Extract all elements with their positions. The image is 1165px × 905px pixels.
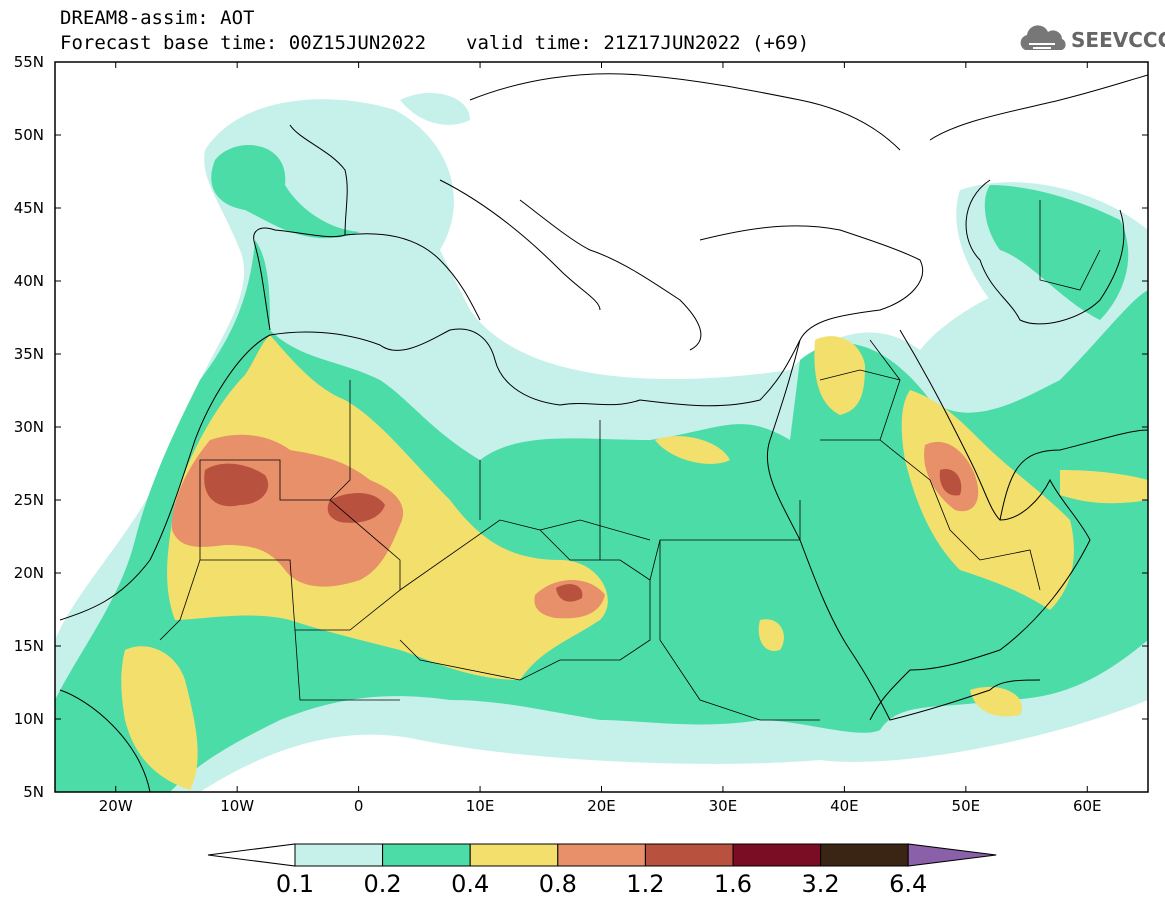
colorbar-label: 3.2 <box>801 870 840 898</box>
lat-label: 50N <box>13 126 44 144</box>
lon-label: 10W <box>220 797 255 815</box>
colorbar-label: 0.8 <box>538 870 577 898</box>
lat-label: 15N <box>13 637 44 655</box>
lon-label: 10E <box>465 797 495 815</box>
colorbar-label: 0.1 <box>275 870 315 898</box>
lon-label: 60E <box>1072 797 1102 815</box>
colorbar-label: 6.4 <box>889 870 928 898</box>
lat-label: 35N <box>13 345 44 363</box>
colorbar-min-arrow <box>207 843 296 867</box>
lon-label: 0 <box>353 797 364 815</box>
map-title: DREAM8-assim: AOT <box>60 7 255 29</box>
lat-label: 45N <box>13 199 44 217</box>
lon-label: 20W <box>98 797 133 815</box>
country-borders <box>159 200 1101 721</box>
lat-label: 10N <box>13 710 44 728</box>
lon-label: 30E <box>708 797 738 815</box>
time-info: Forecast base time: 00Z15JUN2022 valid ti… <box>60 33 809 53</box>
colorbar-segment <box>732 843 822 867</box>
seevccc-logo: SEEVCCC <box>1015 22 1165 56</box>
colorbar-label: 1.2 <box>626 870 665 898</box>
aot-level-1.2 <box>204 463 962 602</box>
base-time: Forecast base time: 00Z15JUN2022 <box>60 32 427 54</box>
lat-label: 5N <box>23 783 44 801</box>
coastlines <box>59 73 1148 792</box>
lat-label: 30N <box>13 418 44 436</box>
aot-level-0.2 <box>55 145 1148 792</box>
colorbar-label: 0.2 <box>363 870 402 898</box>
lat-label: 40N <box>13 272 44 290</box>
colorbar-segment <box>294 843 384 867</box>
colorbar-max-arrow <box>907 843 997 867</box>
axis-ticks <box>55 61 1148 793</box>
lat-label: 25N <box>13 491 44 509</box>
lon-label: 40E <box>830 797 859 815</box>
lat-label: 20N <box>13 564 44 582</box>
logo-text: SEEVCCC <box>1071 28 1165 52</box>
cloud-icon <box>1020 25 1066 50</box>
valid-time: valid time: 21Z17JUN2022 (+69) <box>466 32 810 54</box>
colorbar-label: 0.4 <box>451 870 490 898</box>
colorbar-segment <box>557 843 646 867</box>
colorbar-segment <box>469 843 559 867</box>
lon-label: 50E <box>951 797 981 815</box>
colorbar-segment <box>382 843 471 867</box>
colorbar <box>207 843 997 867</box>
lon-label: 20E <box>587 797 616 815</box>
colorbar-segment <box>644 843 734 867</box>
colorbar-label: 1.6 <box>713 870 753 898</box>
colorbar-segment <box>820 843 909 867</box>
lat-label: 55N <box>13 53 44 71</box>
